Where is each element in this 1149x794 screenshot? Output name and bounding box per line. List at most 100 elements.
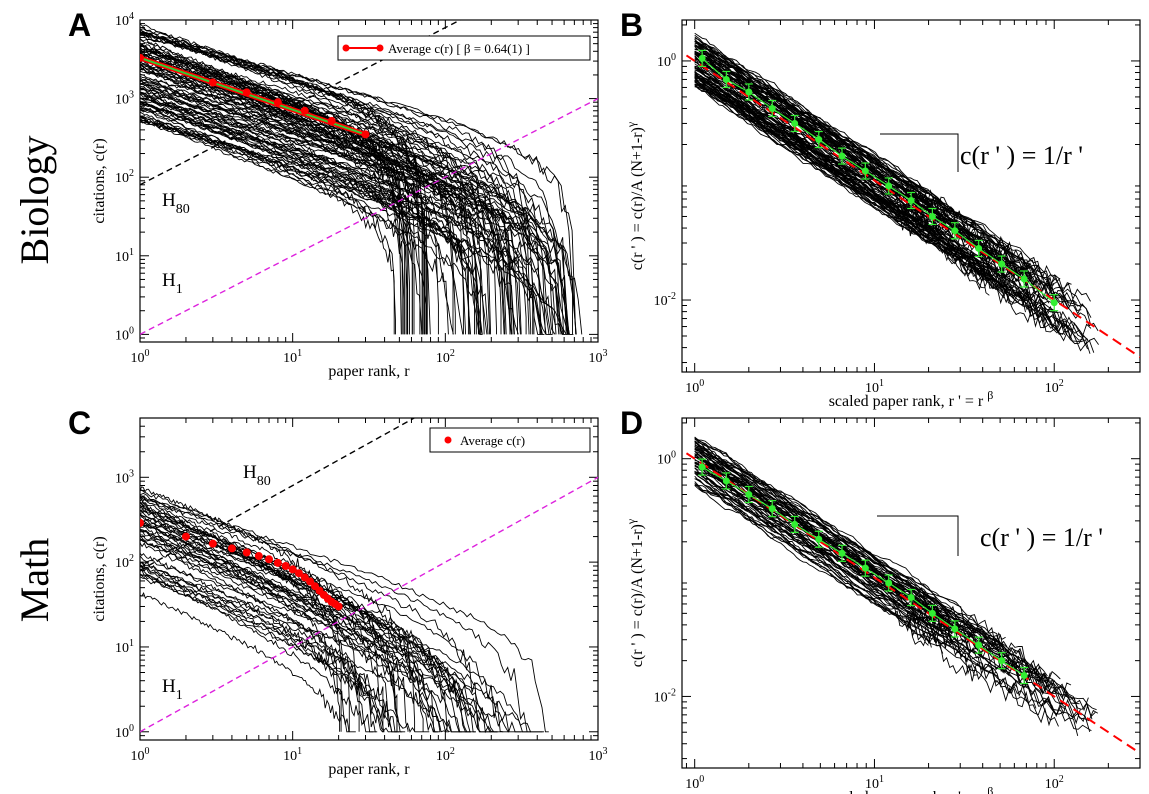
- panel-d-ytick-label: 10-2: [654, 687, 676, 705]
- panel-b-binned-point: [907, 197, 915, 205]
- panel-d-xtick-label: 100: [685, 774, 704, 792]
- panel-b-scaled-curve: [694, 32, 1037, 271]
- panel-a-rank-curve: [140, 93, 543, 335]
- panel-b-ylabel: c(r ' ) = c(r)/A (N+1-r)γ: [624, 121, 646, 270]
- panel-b-equation: c(r ' ) = 1/r ': [960, 141, 1083, 170]
- panel-a-xtick-label: 101: [283, 348, 302, 366]
- panel-d-scaled-curve: [694, 470, 930, 638]
- panel-b-scaled-curve: [694, 52, 1067, 303]
- panel-a-rank-curve: [140, 120, 454, 335]
- plot-area: [685, 32, 1140, 358]
- panel-b-scaled-curve: [694, 71, 1089, 342]
- panel-c-h80-line: [140, 418, 416, 571]
- panel-a-rank-curve: [140, 73, 542, 335]
- panel-b-binned-point: [745, 88, 753, 96]
- panel-b-ytick-label: 10-2: [654, 291, 676, 309]
- panel-b-plot-frame: [681, 19, 1141, 373]
- panel-c-xtick-label: 102: [436, 746, 455, 764]
- panel-c-rank-curve: [140, 592, 356, 733]
- panel-letter-c: C: [68, 405, 91, 441]
- panel-c-rank-curve: [140, 529, 498, 733]
- panel-a-rank-curve: [140, 115, 483, 335]
- panel-d-ylabel: c(r ' ) = c(r)/A (N+1-r)γ: [624, 518, 646, 667]
- panel-c-plot-frame: [139, 417, 599, 741]
- panel-d-scaled-curve: [694, 481, 1059, 727]
- panel-b-xtick-label: 102: [1045, 378, 1064, 396]
- panel-a-h80-line: [140, 20, 462, 186]
- panel-a-ytick-label: 103: [115, 90, 134, 108]
- panel-c-rank-curve: [140, 573, 430, 733]
- panel-b-binned-point: [1050, 299, 1058, 307]
- panel-a-rank-curve: [140, 30, 425, 335]
- panel-c-rank-curve: [140, 495, 528, 732]
- panel-a-legend: Average c(r) [ β = 0.64(1) ]: [337, 35, 591, 61]
- panel-b-scaled-curve: [694, 77, 932, 245]
- panel-b-binned-point: [861, 167, 869, 175]
- panel-d-scaled-curve: [694, 478, 1054, 727]
- panel-d-scaled-curve: [694, 483, 932, 648]
- panel-d-scaled-curve: [694, 442, 1051, 686]
- panel-a-rank-curve: [140, 92, 556, 335]
- panel-c-average-point: [294, 569, 303, 578]
- panel-a-xlabel: paper rank, r: [328, 363, 410, 380]
- panel-d-binned-point: [1020, 672, 1028, 680]
- panel-c-rank-curve: [140, 494, 398, 732]
- panel-b-binned-point: [1020, 275, 1028, 283]
- panel-d-plot-frame: [681, 417, 1141, 769]
- panel-b-xlabel: scaled paper rank, r ' = r β: [829, 388, 994, 410]
- panel-b-binned-point: [838, 152, 846, 160]
- panel-d-binned-point: [791, 520, 799, 528]
- panel-a-rank-curve: [140, 65, 403, 335]
- panel-d-ytick-label: 100: [657, 450, 676, 468]
- panel-letter-d: D: [620, 405, 643, 441]
- panel-c-rank-curve: [140, 521, 491, 733]
- panel-c-legend-box: [429, 427, 591, 453]
- panel-c-rank-curve: [140, 568, 531, 733]
- panel-a-rank-curve: [140, 97, 568, 335]
- panel-letter-a: A: [68, 7, 91, 43]
- panel-c-h80-label: H80: [243, 462, 271, 489]
- panel-d-scaled-curve: [694, 448, 1093, 723]
- panel-d-fit-line: [685, 452, 1140, 754]
- panel-b-binned-line: [701, 57, 1055, 304]
- panel-b-fit-line: [685, 54, 1140, 358]
- panel-c-legend-text: Average c(r): [460, 433, 525, 448]
- panel-c-ylabel: citations, c(r): [91, 536, 108, 621]
- panel-c-rank-curve: [140, 513, 384, 732]
- panel-a-rank-curve: [140, 29, 532, 335]
- panel-d-scaled-curve: [694, 467, 1092, 732]
- panel-c-rank-curve: [140, 528, 522, 733]
- panel-a-xtick-label: 100: [131, 348, 150, 366]
- panel-a-rank-curve: [140, 108, 550, 335]
- panel-b-scaled-curve: [694, 39, 956, 224]
- panel-a-average-point: [208, 78, 217, 87]
- panel-a-rank-curve: [140, 70, 512, 335]
- panel-a-chart: 100 101 102 103 100 101 102 103 104 paper rank, r…: [91, 11, 608, 380]
- panel-b-scaled-curve: [694, 80, 1089, 350]
- panel-a-ytick-label: 101: [115, 247, 134, 265]
- panel-a-average-point: [361, 130, 370, 139]
- panel-c-ytick-label: 102: [115, 553, 134, 571]
- panel-d-binned-point: [951, 625, 959, 633]
- panel-c-rank-curve: [140, 508, 504, 733]
- panel-d-scaled-curve: [694, 464, 952, 646]
- panel-a-average-point: [327, 116, 336, 125]
- panel-d-binned-point: [838, 549, 846, 557]
- panel-a-rank-curve: [140, 32, 425, 335]
- panel-b-scaled-curve: [694, 44, 1082, 308]
- panel-b-binned-point: [722, 75, 730, 83]
- panel-c-average-point: [208, 539, 217, 548]
- panel-a-rank-curve: [140, 49, 567, 335]
- panel-c-xlabel: paper rank, r: [328, 761, 410, 778]
- panel-c-ytick-label: 103: [115, 468, 134, 486]
- panel-d-slope-guide: [877, 515, 959, 556]
- panel-a-rank-curve: [140, 117, 449, 335]
- panel-d-scaled-curve: [694, 472, 971, 663]
- panel-d-xtick-label: 102: [1045, 774, 1064, 792]
- panel-c-average-point: [181, 532, 190, 541]
- panel-d-scaled-curve: [694, 478, 978, 676]
- panel-d-scaled-curve: [694, 465, 1079, 737]
- panel-b-scaled-curve: [694, 73, 942, 252]
